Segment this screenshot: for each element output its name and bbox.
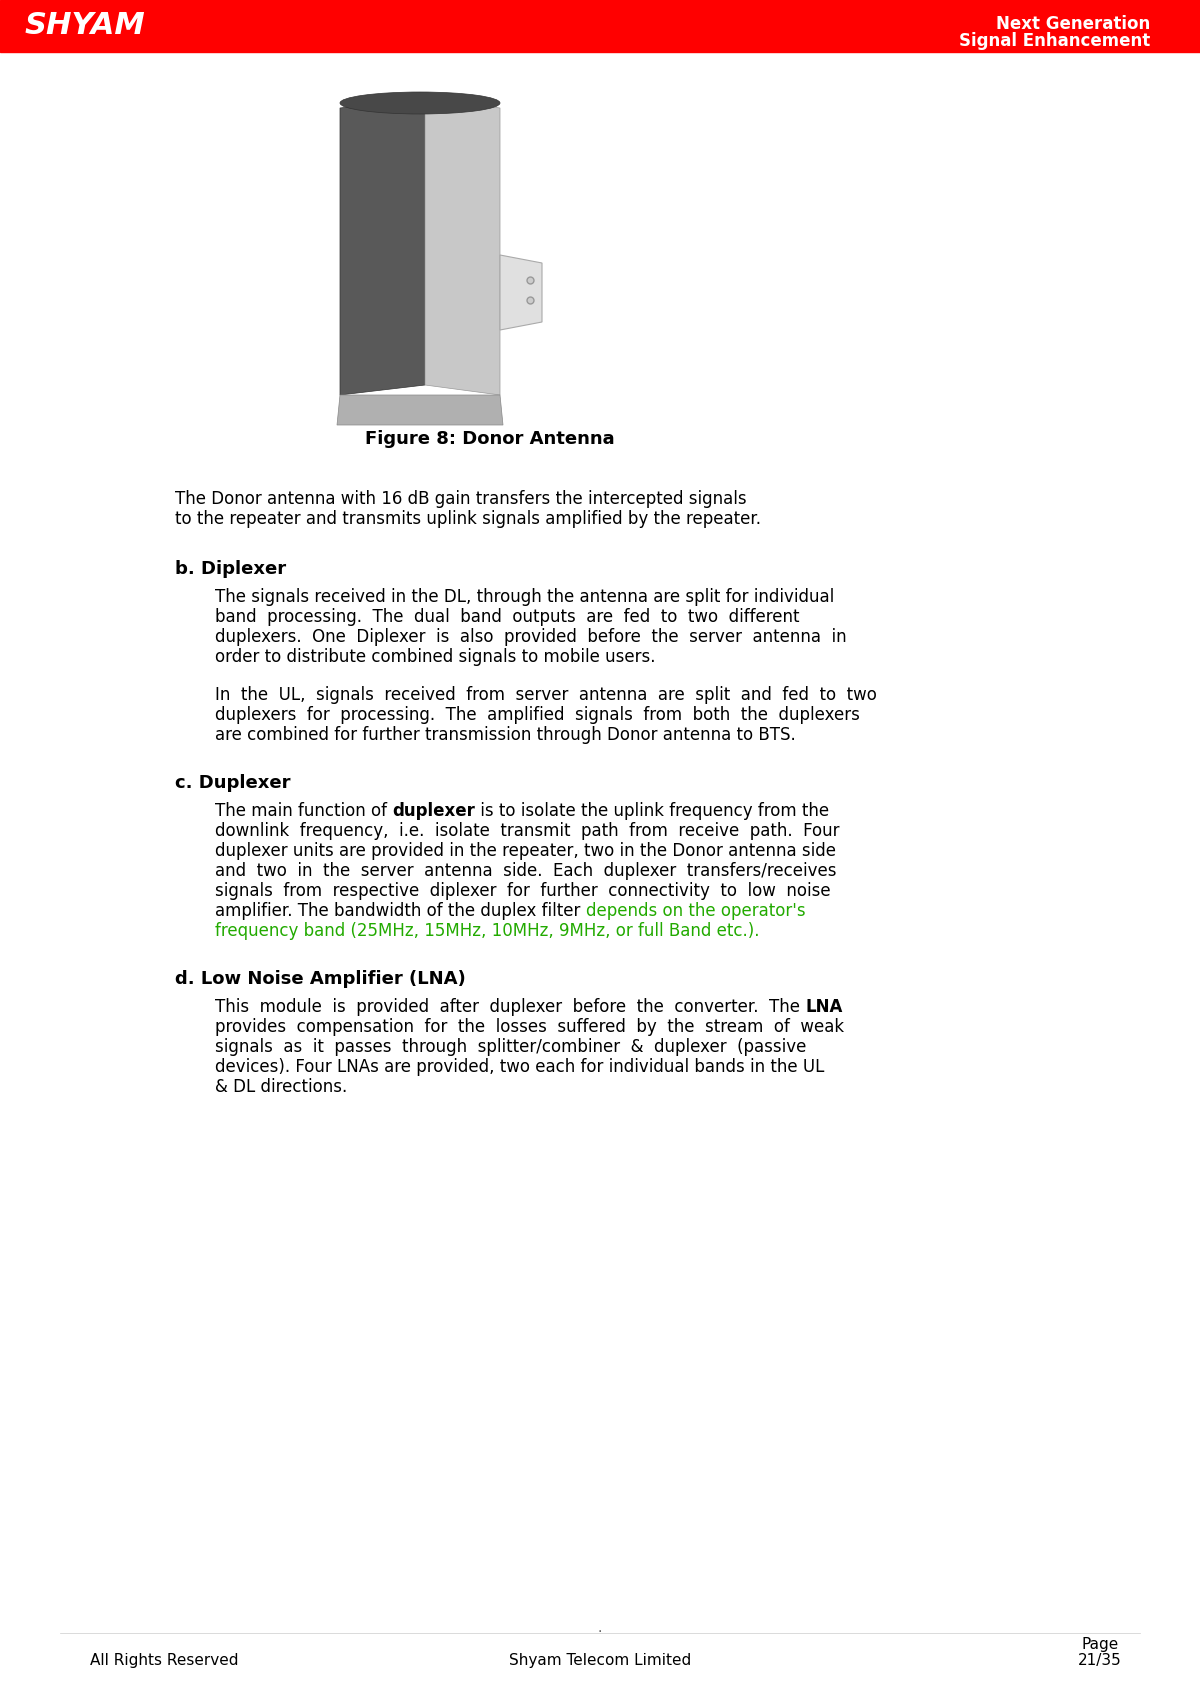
- Text: amplifier. The bandwidth of the duplex filter: amplifier. The bandwidth of the duplex f…: [215, 901, 586, 920]
- Text: The signals received in the DL, through the antenna are split for individual: The signals received in the DL, through …: [215, 588, 834, 605]
- Ellipse shape: [340, 91, 500, 113]
- Text: c. Duplexer: c. Duplexer: [175, 774, 290, 791]
- Polygon shape: [500, 255, 542, 330]
- Text: Page: Page: [1081, 1637, 1118, 1652]
- Polygon shape: [337, 396, 503, 424]
- Text: duplexer units are provided in the repeater, two in the Donor antenna side: duplexer units are provided in the repea…: [215, 842, 836, 861]
- Text: depends on the operator's: depends on the operator's: [586, 901, 805, 920]
- Text: 21/35: 21/35: [1078, 1654, 1122, 1667]
- Text: downlink  frequency,  i.e.  isolate  transmit  path  from  receive  path.  Four: downlink frequency, i.e. isolate transmi…: [215, 822, 840, 840]
- Text: are combined for further transmission through Donor antenna to BTS.: are combined for further transmission th…: [215, 725, 796, 744]
- Text: d. Low Noise Amplifier (LNA): d. Low Noise Amplifier (LNA): [175, 971, 466, 988]
- Text: and  two  in  the  server  antenna  side.  Each  duplexer  transfers/receives: and two in the server antenna side. Each…: [215, 862, 836, 879]
- Text: provides  compensation  for  the  losses  suffered  by  the  stream  of  weak: provides compensation for the losses suf…: [215, 1018, 844, 1037]
- Text: Signal Enhancement: Signal Enhancement: [959, 32, 1150, 51]
- Text: frequency band (25MHz, 15MHz, 10MHz, 9MHz, or full Band etc.).: frequency band (25MHz, 15MHz, 10MHz, 9MH…: [215, 922, 760, 940]
- Text: signals  from  respective  diplexer  for  further  connectivity  to  low  noise: signals from respective diplexer for fur…: [215, 883, 830, 900]
- Text: band  processing.  The  dual  band  outputs  are  fed  to  two  different: band processing. The dual band outputs a…: [215, 609, 799, 626]
- Text: This  module  is  provided  after  duplexer  before  the  converter.  The: This module is provided after duplexer b…: [215, 998, 805, 1016]
- Text: duplexers.  One  Diplexer  is  also  provided  before  the  server  antenna  in: duplexers. One Diplexer is also provided…: [215, 627, 847, 646]
- Text: & DL directions.: & DL directions.: [215, 1077, 347, 1096]
- Text: In  the  UL,  signals  received  from  server  antenna  are  split  and  fed  to: In the UL, signals received from server …: [215, 687, 877, 703]
- Text: The main function of: The main function of: [215, 802, 392, 820]
- Text: LNA: LNA: [805, 998, 842, 1016]
- Text: Shyam Telecom Limited: Shyam Telecom Limited: [509, 1654, 691, 1667]
- Bar: [0, 0, 1200, 52]
- Text: duplexer: duplexer: [392, 802, 475, 820]
- Text: Figure 8: Donor Antenna: Figure 8: Donor Antenna: [365, 430, 614, 448]
- Polygon shape: [340, 98, 425, 396]
- Polygon shape: [425, 98, 500, 396]
- Text: duplexers  for  processing.  The  amplified  signals  from  both  the  duplexers: duplexers for processing. The amplified …: [215, 707, 860, 724]
- Text: devices). Four LNAs are provided, two each for individual bands in the UL: devices). Four LNAs are provided, two ea…: [215, 1059, 824, 1075]
- Text: signals  as  it  passes  through  splitter/combiner  &  duplexer  (passive: signals as it passes through splitter/co…: [215, 1038, 806, 1055]
- Text: SHYAM: SHYAM: [25, 12, 145, 41]
- Text: order to distribute combined signals to mobile users.: order to distribute combined signals to …: [215, 648, 655, 666]
- Text: to the repeater and transmits uplink signals amplified by the repeater.: to the repeater and transmits uplink sig…: [175, 511, 761, 528]
- Text: ·: ·: [598, 1625, 602, 1639]
- Text: b. Diplexer: b. Diplexer: [175, 560, 286, 578]
- Text: is to isolate the uplink frequency from the: is to isolate the uplink frequency from …: [475, 802, 829, 820]
- Text: Next Generation: Next Generation: [996, 15, 1150, 34]
- Text: All Rights Reserved: All Rights Reserved: [90, 1654, 239, 1667]
- Text: The Donor antenna with 16 dB gain transfers the intercepted signals: The Donor antenna with 16 dB gain transf…: [175, 490, 746, 507]
